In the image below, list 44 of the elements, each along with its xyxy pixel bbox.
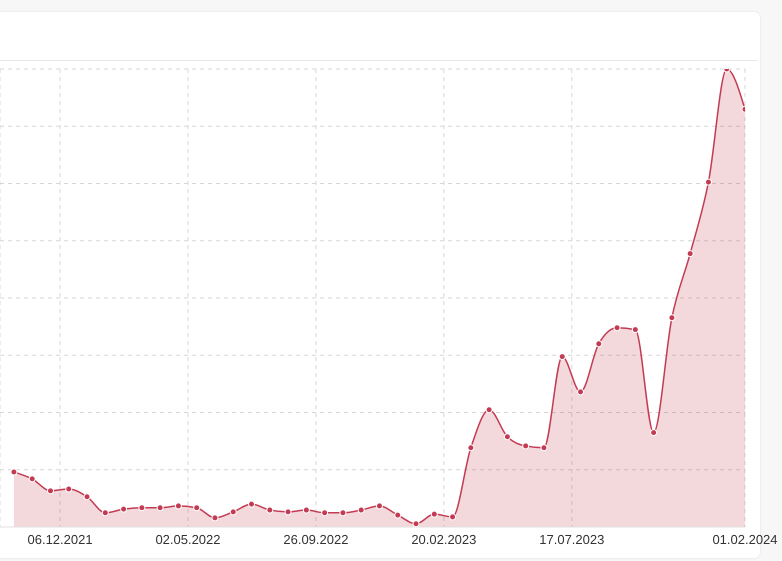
point — [540, 444, 548, 452]
point — [302, 506, 310, 514]
point — [614, 324, 621, 332]
point — [412, 520, 420, 527]
point — [577, 388, 584, 396]
point — [376, 502, 383, 510]
point — [358, 506, 365, 514]
point — [522, 442, 530, 450]
point — [504, 433, 511, 440]
point — [704, 178, 712, 186]
point — [595, 340, 602, 348]
point — [650, 429, 658, 436]
point — [632, 326, 639, 334]
point — [668, 314, 676, 322]
point — [686, 250, 694, 258]
x-tick-label: 17.07.2023 — [539, 532, 604, 548]
point — [430, 510, 438, 518]
point — [120, 506, 128, 513]
point — [193, 504, 200, 512]
x-tick-label: 06.12.2021 — [28, 532, 93, 548]
point — [558, 353, 566, 360]
point — [321, 509, 328, 516]
point — [156, 504, 164, 512]
point — [28, 475, 36, 482]
x-tick-label: 20.02.2023 — [411, 532, 476, 548]
point — [394, 512, 402, 519]
point — [174, 502, 182, 510]
point — [284, 508, 292, 516]
x-tick-label: 01.02.2024 — [712, 532, 778, 548]
x-tick-label: 26.09.2022 — [283, 532, 348, 548]
point — [467, 444, 474, 452]
point — [46, 487, 54, 494]
point — [339, 509, 346, 516]
point — [248, 500, 256, 508]
point — [211, 514, 218, 522]
point — [266, 506, 274, 514]
point — [486, 406, 493, 414]
point — [102, 509, 109, 516]
point — [230, 508, 237, 516]
point — [138, 504, 146, 512]
x-tick-label: 02.05.2022 — [155, 532, 221, 548]
point — [84, 493, 91, 500]
point — [449, 513, 456, 520]
point — [10, 468, 18, 476]
